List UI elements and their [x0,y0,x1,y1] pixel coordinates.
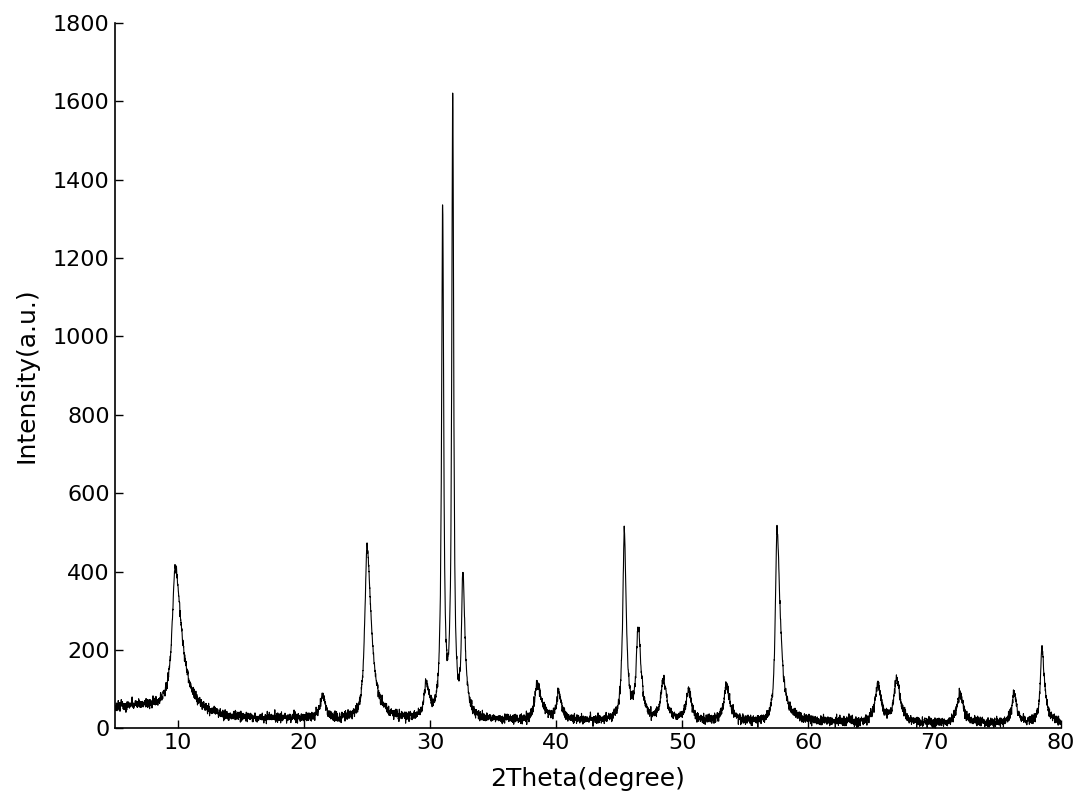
Y-axis label: Intensity(a.u.): Intensity(a.u.) [15,288,39,463]
X-axis label: 2Theta(degree): 2Theta(degree) [490,767,686,791]
